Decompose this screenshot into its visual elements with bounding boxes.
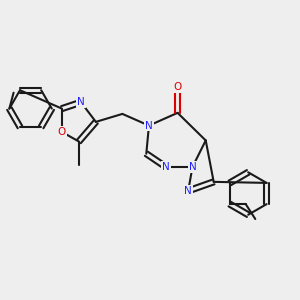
Text: N: N [162, 162, 170, 172]
Text: N: N [145, 121, 153, 130]
Text: N: N [77, 97, 85, 107]
Text: N: N [184, 186, 192, 196]
Text: O: O [58, 127, 66, 137]
Text: N: N [189, 162, 196, 172]
Text: O: O [173, 82, 182, 92]
